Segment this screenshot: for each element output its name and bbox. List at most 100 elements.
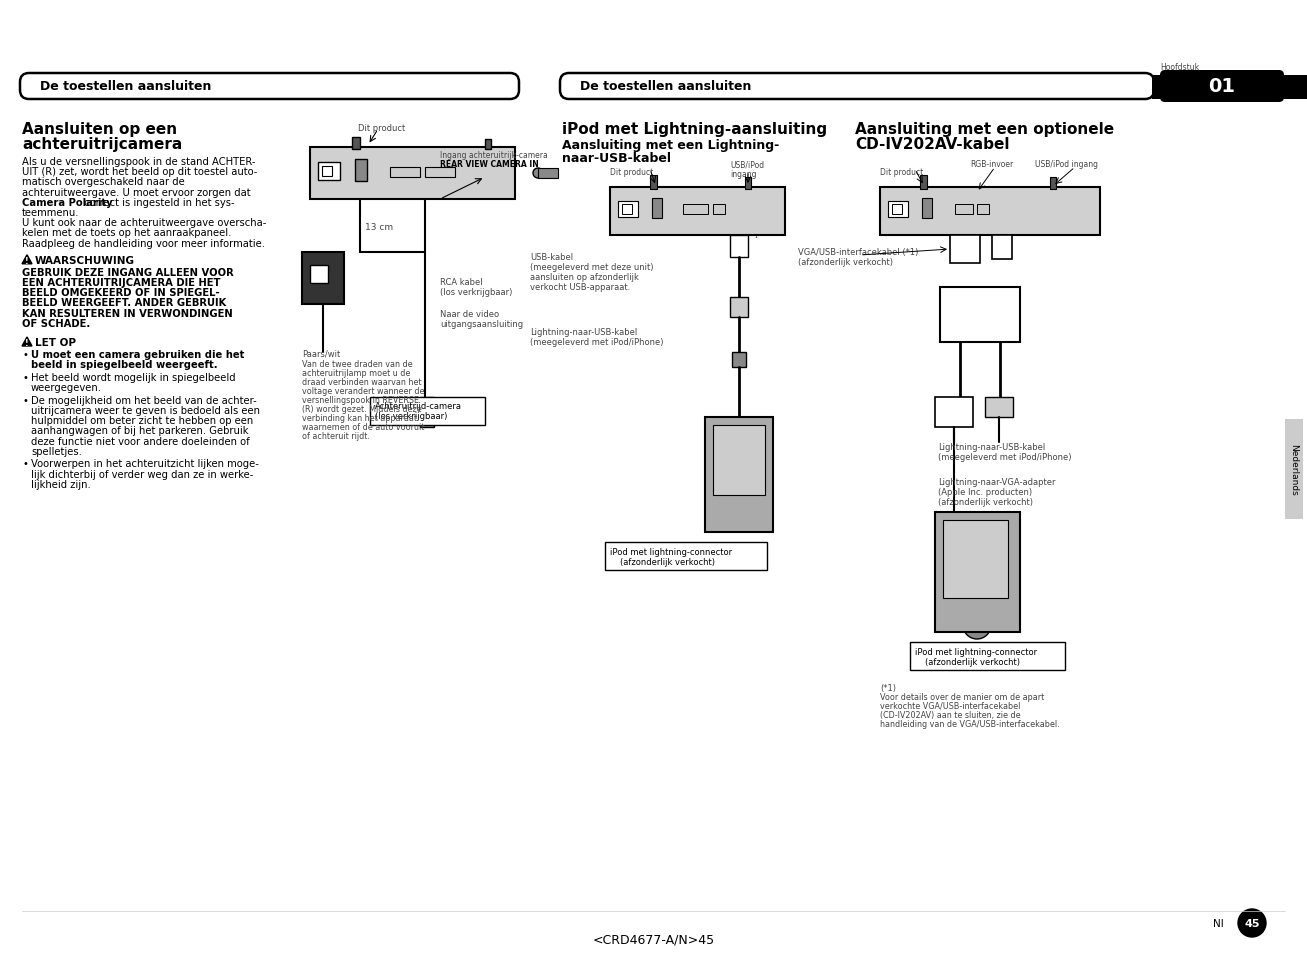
Polygon shape xyxy=(22,337,31,347)
Text: BEELD OMGEKEERD OF IN SPIEGEL-: BEELD OMGEKEERD OF IN SPIEGEL- xyxy=(22,288,220,298)
Bar xyxy=(1050,178,1056,190)
Bar xyxy=(940,288,1019,343)
Text: !: ! xyxy=(25,256,29,266)
Bar xyxy=(352,138,359,150)
Bar xyxy=(425,168,455,178)
Text: hulpmiddel om beter zicht te hebben op een: hulpmiddel om beter zicht te hebben op e… xyxy=(31,416,254,426)
Bar xyxy=(714,205,725,214)
Text: verbinding kan het apparaat: verbinding kan het apparaat xyxy=(302,414,417,422)
Text: Voor details over de manier om de apart: Voor details over de manier om de apart xyxy=(880,692,1044,701)
Text: verkocht USB-apparaat.: verkocht USB-apparaat. xyxy=(531,283,630,292)
Bar xyxy=(992,235,1012,260)
Text: (afzonderlijk verkocht): (afzonderlijk verkocht) xyxy=(620,558,715,566)
Text: achteruitrijlamp moet u de: achteruitrijlamp moet u de xyxy=(302,369,410,377)
Text: beeld in spiegelbeeld weergeeft.: beeld in spiegelbeeld weergeeft. xyxy=(31,360,218,370)
Text: Lightning-naar-USB-kabel: Lightning-naar-USB-kabel xyxy=(938,442,1046,452)
Text: <CRD4677-A/N>45: <CRD4677-A/N>45 xyxy=(593,933,715,945)
Text: KAN RESULTEREN IN VERWONDINGEN: KAN RESULTEREN IN VERWONDINGEN xyxy=(22,308,233,318)
Text: correct is ingesteld in het sys-: correct is ingesteld in het sys- xyxy=(81,197,235,208)
Bar xyxy=(318,163,340,181)
Circle shape xyxy=(467,170,474,178)
Circle shape xyxy=(727,503,752,527)
Text: (meegeleverd met deze unit): (meegeleverd met deze unit) xyxy=(531,263,654,272)
Bar xyxy=(652,199,663,219)
Text: De mogelijkheid om het beeld van de achter-: De mogelijkheid om het beeld van de acht… xyxy=(31,395,256,405)
Text: (CD-IV202AV) aan te sluiten, zie de: (CD-IV202AV) aan te sluiten, zie de xyxy=(880,710,1021,720)
Bar xyxy=(731,297,748,317)
Text: Lightning-naar-USB-kabel: Lightning-naar-USB-kabel xyxy=(531,328,638,336)
Text: (afzonderlijk verkocht): (afzonderlijk verkocht) xyxy=(938,497,1033,506)
Text: USB/iPod: USB/iPod xyxy=(731,160,765,169)
Text: deze functie niet voor andere doeleinden of: deze functie niet voor andere doeleinden… xyxy=(31,436,250,446)
Bar xyxy=(745,178,752,190)
Text: ingang: ingang xyxy=(731,170,757,179)
Text: Paars/wit: Paars/wit xyxy=(302,350,340,358)
Text: spelletjes.: spelletjes. xyxy=(31,446,82,456)
Text: (los verkrijgbaar): (los verkrijgbaar) xyxy=(375,412,447,420)
Text: iPod met Lightning-aansluiting: iPod met Lightning-aansluiting xyxy=(562,122,827,137)
Text: lijk dichterbij of verder weg dan ze in werke-: lijk dichterbij of verder weg dan ze in … xyxy=(31,469,254,479)
Text: aanhangwagen of bij het parkeren. Gebruik: aanhangwagen of bij het parkeren. Gebrui… xyxy=(31,426,248,436)
Text: Achteruitrijd-camera: Achteruitrijd-camera xyxy=(375,401,461,411)
Text: 13 cm: 13 cm xyxy=(365,223,393,232)
Bar xyxy=(310,266,328,284)
Text: Van de twee draden van de: Van de twee draden van de xyxy=(302,359,413,369)
Text: Raadpleeg de handleiding voor meer informatie.: Raadpleeg de handleiding voor meer infor… xyxy=(22,238,265,249)
Text: Aansluiten op een: Aansluiten op een xyxy=(22,122,178,137)
Bar xyxy=(978,205,989,214)
Text: BEELD WEERGEEFT. ANDER GEBRUIK: BEELD WEERGEEFT. ANDER GEBRUIK xyxy=(22,298,226,308)
Text: (los verkrijgbaar): (los verkrijgbaar) xyxy=(440,288,512,296)
Text: iPod met lightning-connector: iPod met lightning-connector xyxy=(915,647,1038,657)
Bar xyxy=(1285,419,1303,519)
Text: U kunt ook naar de achteruitweergave overscha-: U kunt ook naar de achteruitweergave ove… xyxy=(22,218,267,228)
Text: voltage verandert wanneer de: voltage verandert wanneer de xyxy=(302,387,425,395)
Circle shape xyxy=(1238,909,1266,937)
Text: (R) wordt gezet. Middels deze: (R) wordt gezet. Middels deze xyxy=(302,405,422,414)
Text: RCA kabel: RCA kabel xyxy=(440,277,482,287)
Text: Aansluiting met een Lightning-: Aansluiting met een Lightning- xyxy=(562,139,779,152)
Text: USB/iPod ingang: USB/iPod ingang xyxy=(1035,160,1098,169)
Bar xyxy=(622,205,633,214)
Text: U moet een camera gebruiken die het: U moet een camera gebruiken die het xyxy=(31,350,244,359)
Text: kelen met de toets op het aanraakpaneel.: kelen met de toets op het aanraakpaneel. xyxy=(22,228,231,238)
Bar xyxy=(731,235,748,257)
Bar xyxy=(891,205,902,214)
Text: De toestellen aansluiten: De toestellen aansluiten xyxy=(580,80,752,93)
Circle shape xyxy=(738,206,745,213)
Bar xyxy=(322,167,332,177)
Polygon shape xyxy=(22,255,31,265)
Text: OF SCHADE.: OF SCHADE. xyxy=(22,318,90,329)
FancyBboxPatch shape xyxy=(1161,71,1283,103)
Text: matisch overgeschakeld naar de: matisch overgeschakeld naar de xyxy=(22,177,184,187)
Text: Dit product: Dit product xyxy=(358,124,405,132)
Text: ¹: ¹ xyxy=(755,235,758,242)
Bar xyxy=(955,205,972,214)
Bar xyxy=(610,188,786,235)
Text: Voorwerpen in het achteruitzicht lijken moge-: Voorwerpen in het achteruitzicht lijken … xyxy=(31,459,259,469)
Bar xyxy=(950,235,980,264)
Text: GEBRUIK DEZE INGANG ALLEEN VOOR: GEBRUIK DEZE INGANG ALLEEN VOOR xyxy=(22,268,234,277)
Text: •: • xyxy=(22,459,27,469)
Bar xyxy=(310,148,515,200)
Bar xyxy=(420,397,434,428)
Text: (*1): (*1) xyxy=(880,683,897,692)
FancyBboxPatch shape xyxy=(20,74,519,100)
Text: (afzonderlijk verkocht): (afzonderlijk verkocht) xyxy=(925,658,1019,666)
Bar xyxy=(985,397,1013,417)
Text: Naar de video: Naar de video xyxy=(440,310,499,318)
Text: iPod met lightning-connector: iPod met lightning-connector xyxy=(610,547,732,557)
Text: uitgangsaansluiting: uitgangsaansluiting xyxy=(440,319,523,329)
Text: achteruitweergave. U moet ervoor zorgen dat: achteruitweergave. U moet ervoor zorgen … xyxy=(22,188,251,197)
Bar xyxy=(684,205,708,214)
Text: 45: 45 xyxy=(1244,918,1260,928)
Bar xyxy=(605,542,767,571)
Text: Als u de versnellingspook in de stand ACHTER-: Als u de versnellingspook in de stand AC… xyxy=(22,157,255,167)
Text: Camera Polarity: Camera Polarity xyxy=(22,197,112,208)
Bar xyxy=(935,513,1019,633)
Circle shape xyxy=(1067,206,1073,213)
Text: Het beeld wordt mogelijk in spiegelbeeld: Het beeld wordt mogelijk in spiegelbeeld xyxy=(31,373,235,382)
Text: Lightning-naar-VGA-adapter: Lightning-naar-VGA-adapter xyxy=(938,477,1056,486)
Text: verkochte VGA/USB-interfacekabel: verkochte VGA/USB-interfacekabel xyxy=(880,701,1021,710)
Bar xyxy=(618,202,638,218)
Bar xyxy=(910,642,1065,670)
